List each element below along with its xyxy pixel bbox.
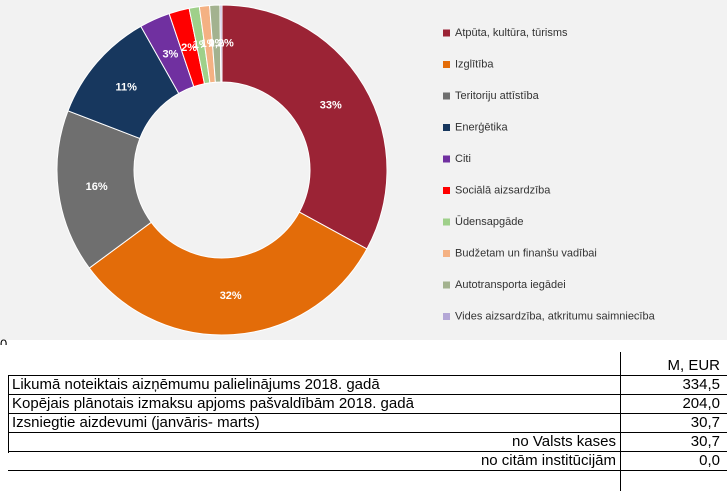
header-cell: M, EUR [667, 357, 721, 374]
fragment: 0 [0, 336, 7, 345]
legend-swatch [443, 92, 450, 100]
slice-label: 32% [220, 290, 242, 302]
table-cell: Likumā noteiktais aizņēmumu palielinājum… [12, 376, 380, 393]
slice-label: 11% [115, 81, 137, 93]
column-border [620, 352, 621, 491]
left-border [8, 375, 9, 453]
slice-label: 16% [86, 181, 108, 193]
legend-label: Ūdensapgāde [455, 216, 524, 228]
table-row: no Valsts kases 30,7 [8, 432, 727, 452]
table-cell: 334,5 [682, 376, 720, 393]
legend-label: Citi [455, 153, 471, 165]
header-row: M, EUR [8, 356, 727, 376]
legend-swatch [443, 155, 450, 163]
legend-swatch [443, 250, 450, 257]
table-cell: no citām institūcijām [480, 452, 616, 469]
legend-label: Enerģētika [455, 120, 508, 133]
table-row: Likumā noteiktais aizņēmumu palielinājum… [8, 375, 727, 395]
table-cell: 30,7 [690, 414, 720, 431]
legend-label: Sociālā aizsardzība [455, 184, 551, 196]
legend-label: Izglītība [455, 58, 494, 70]
legend-swatch [443, 29, 450, 37]
table-row: Izsniegtie aizdevumi (janvāris- marts) 30… [8, 413, 727, 433]
legend-label: Vides aizsardzība, atkritumu saimniecība [455, 310, 656, 322]
slice-label: 33% [320, 99, 342, 111]
table-row: Kopējais plānotais izmaksu apjoms pašval… [8, 394, 727, 414]
legend-swatch [443, 218, 450, 226]
table-cell: 0,0 [699, 452, 720, 469]
legend-label: Teritoriju attīstība [455, 90, 540, 102]
slice-label: 2% [181, 42, 197, 54]
legend-label: Atpūta, kultūra, tūrisms [455, 27, 568, 39]
legend-swatch [443, 124, 450, 131]
legend-label: Autotransporta iegādei [455, 279, 566, 291]
legend-swatch [443, 187, 450, 194]
donut-slice [88, 211, 368, 336]
table-cell: no Valsts kases [512, 433, 616, 450]
table-cell: Kopējais plānotais izmaksu apjoms pašval… [12, 395, 414, 412]
table-cell: 30,7 [690, 433, 720, 450]
legend-swatch [443, 313, 450, 320]
donut-slice [221, 4, 388, 250]
donut-slice [219, 4, 223, 83]
table-cell: 204,0 [682, 395, 720, 412]
legend-swatch [443, 281, 450, 289]
legend-label: Budžetam un finanšu vadībai [455, 247, 597, 259]
slice-label: 3% [162, 48, 178, 60]
legend-swatch [443, 61, 450, 68]
chart: 0 33%32%16%11%3%2%1%1%1%0,2%Atpūta, kult… [0, 0, 727, 345]
table-cell: Izsniegtie aizdevumi (janvāris- marts) [12, 414, 260, 431]
table-row: no citām institūcijām 0,0 [8, 451, 727, 471]
slice-label: 0,2% [209, 37, 234, 49]
